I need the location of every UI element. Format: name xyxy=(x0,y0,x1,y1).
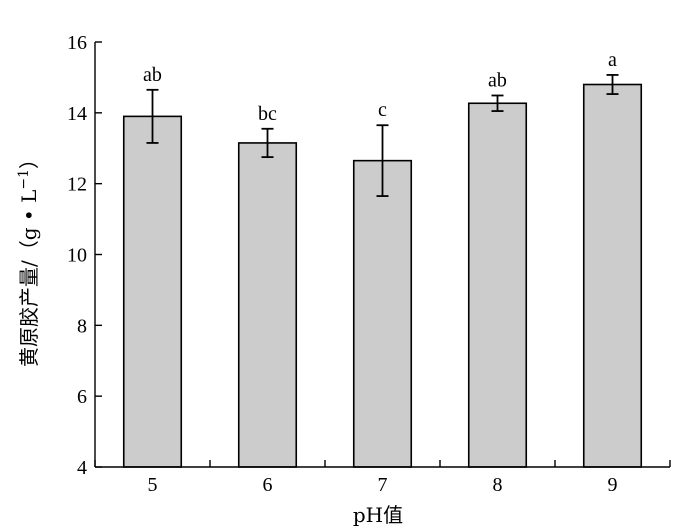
y-tick-label: 8 xyxy=(77,315,87,337)
x-tick-label: 5 xyxy=(148,474,158,496)
y-axis-title-main: 黄原胶产量/（g • L xyxy=(17,190,41,367)
significance-label: ab xyxy=(143,64,162,86)
plot-area: ab bc c ab a xyxy=(122,49,643,468)
y-axis-title-close: ） xyxy=(17,149,41,169)
y-tick-label: 6 xyxy=(77,386,87,408)
x-tick-label: 8 xyxy=(493,474,503,496)
bar xyxy=(467,102,528,468)
x-tick-label: 7 xyxy=(378,474,388,496)
y-tick-label: 10 xyxy=(67,245,87,267)
significance-label: a xyxy=(608,49,617,71)
bar xyxy=(352,159,413,468)
significance-label: c xyxy=(378,99,387,121)
bar xyxy=(122,115,183,468)
significance-label: bc xyxy=(258,103,277,125)
y-tick-label: 14 xyxy=(67,103,87,125)
x-tick-label: 9 xyxy=(608,474,618,496)
significance-label: ab xyxy=(488,69,507,91)
y-axis-title: 黄原胶产量/（g • L−1） xyxy=(16,149,41,367)
bar xyxy=(237,142,298,468)
x-axis-title: pH值 xyxy=(353,503,403,527)
axes: 4 6 8 10 12 14 16 5 6 7 8 9 xyxy=(67,32,671,496)
x-tick-label: 6 xyxy=(263,474,273,496)
y-tick-label: 4 xyxy=(77,457,87,479)
bar xyxy=(582,83,643,468)
y-axis-title-superscript: −1 xyxy=(16,169,32,190)
y-tick-label: 12 xyxy=(67,174,87,196)
y-tick-label: 16 xyxy=(67,32,87,54)
